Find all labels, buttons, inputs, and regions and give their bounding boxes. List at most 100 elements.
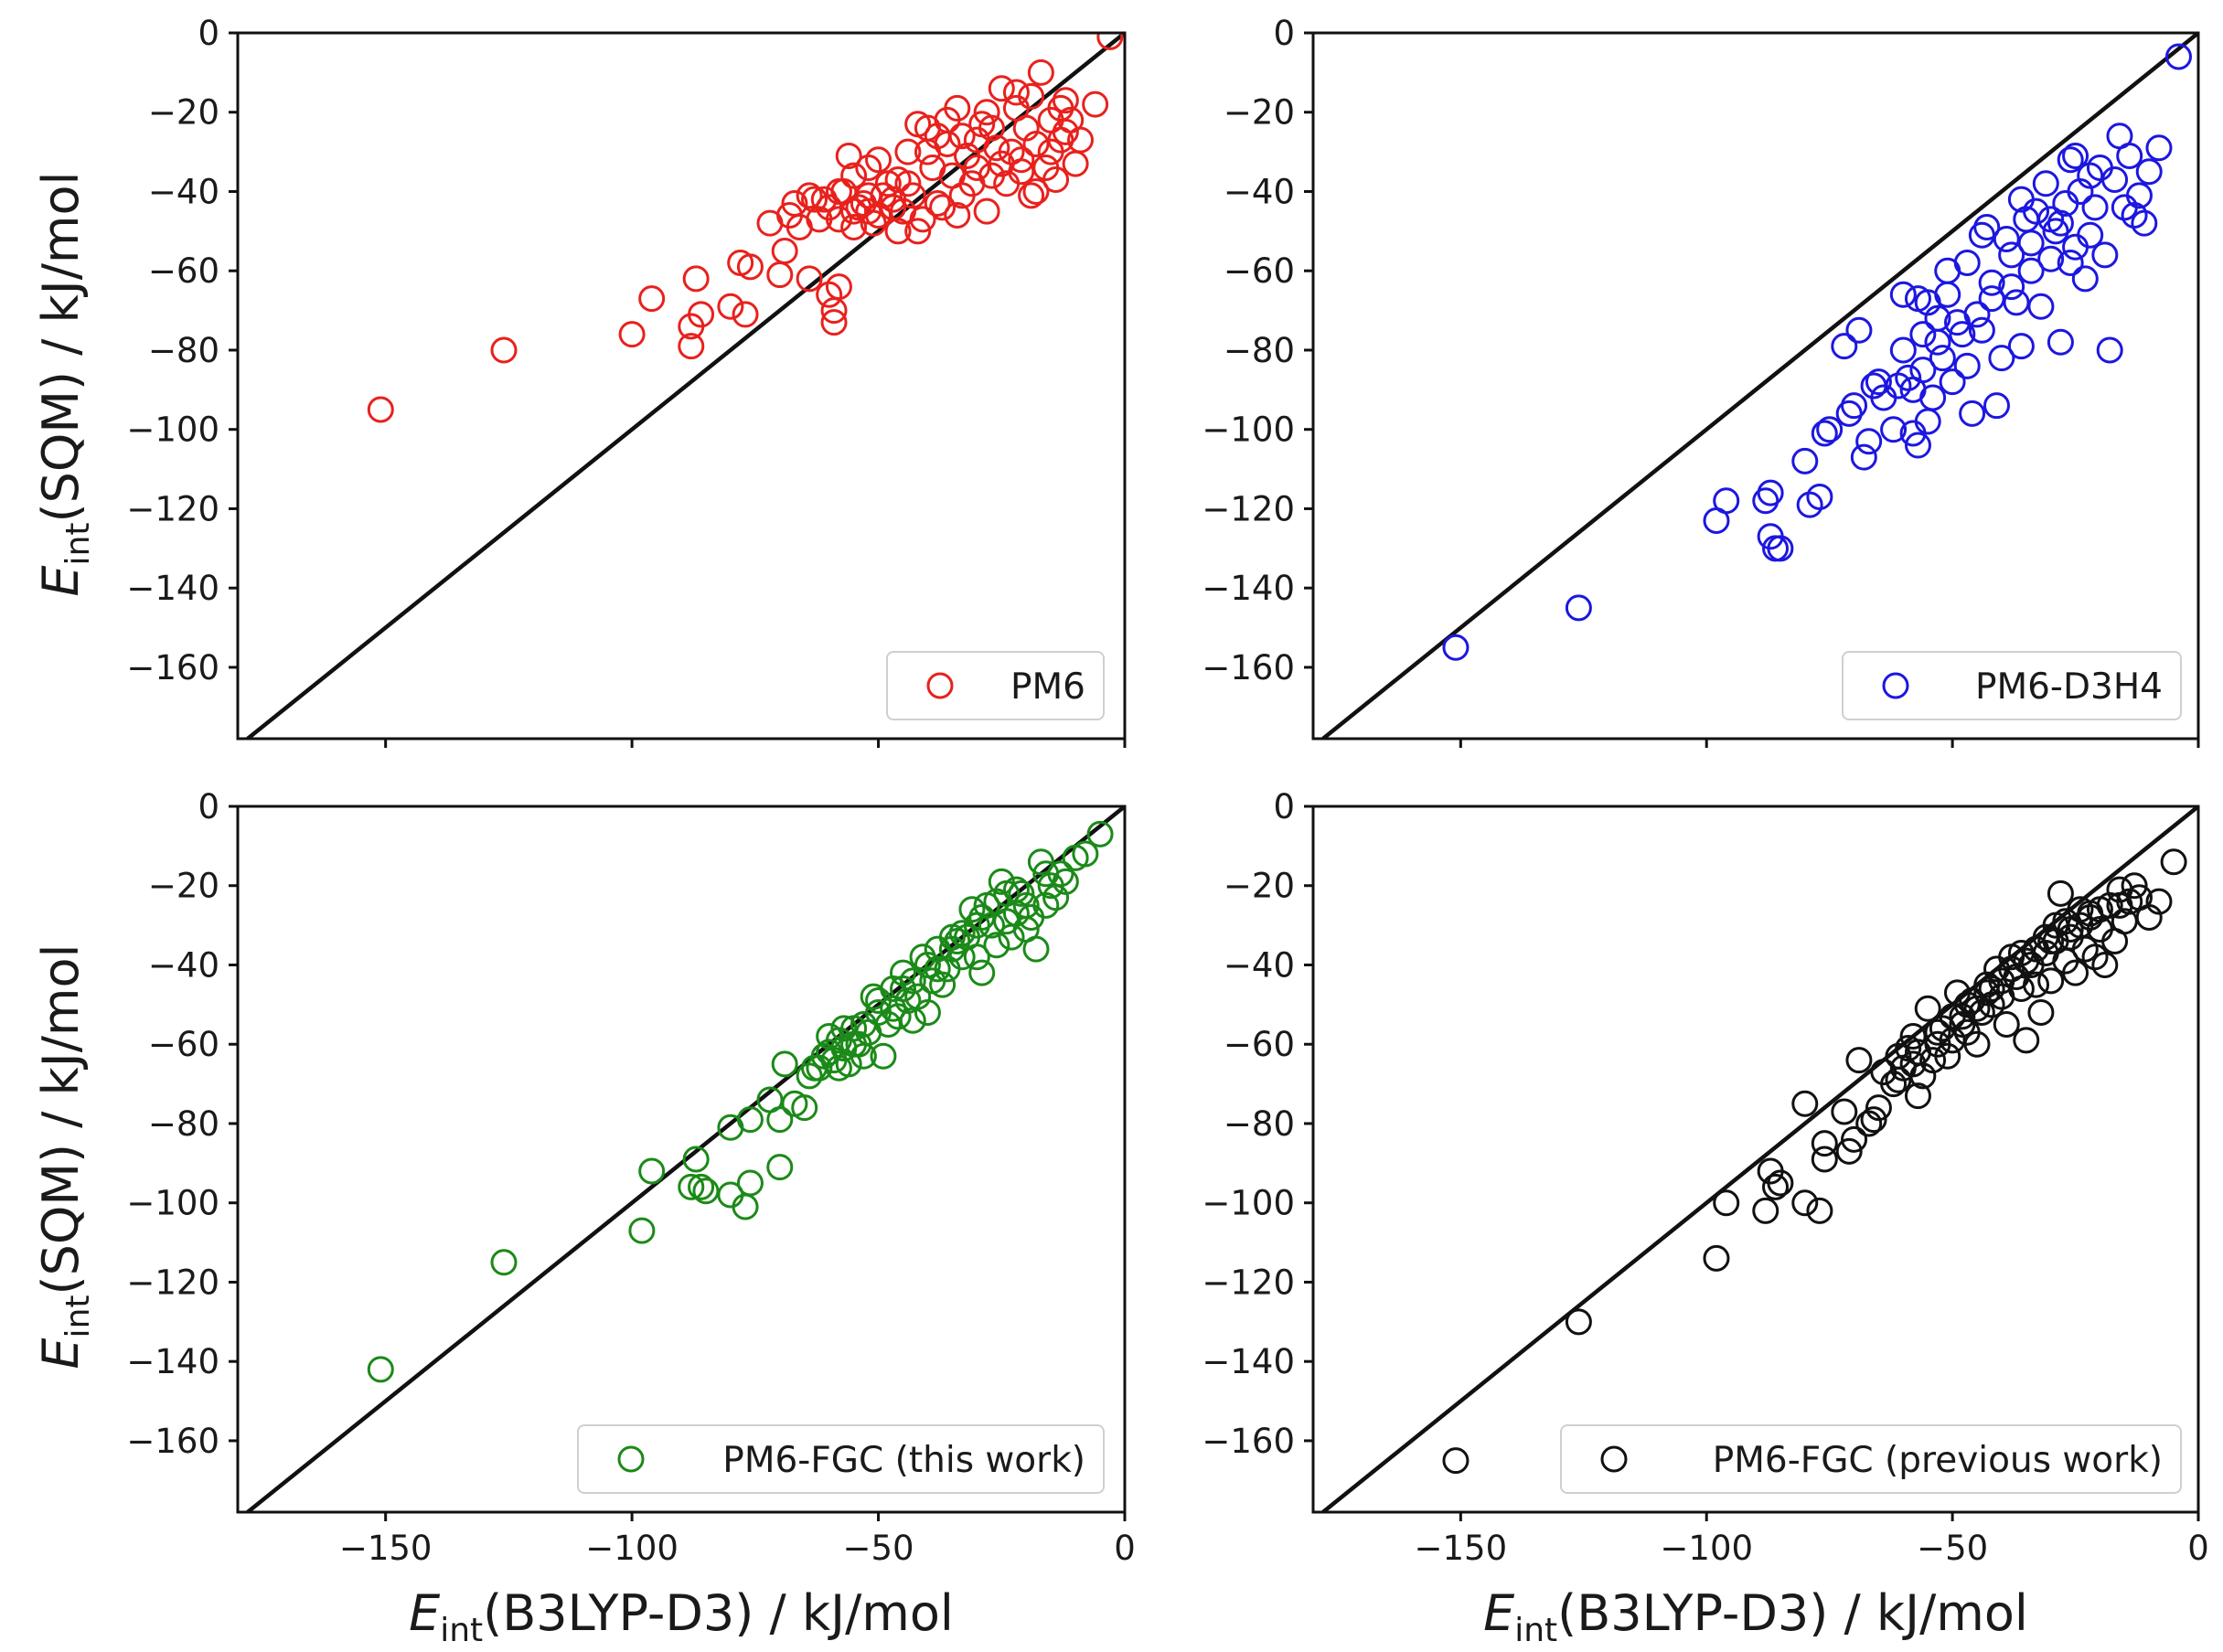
scatter-point — [1811, 420, 1838, 447]
scatter-point — [963, 154, 990, 181]
y-axis-title-subscript: int — [59, 523, 97, 566]
scatter-point — [1762, 1173, 1790, 1200]
y-tick-label: −80 — [148, 331, 219, 370]
y-tick-label: −120 — [126, 489, 219, 528]
panel-4: 0 −20 −40 −60 −80 −100 −120 −140 −160 −150 −100 −50… — [1202, 787, 2208, 1568]
scatter-point — [835, 142, 862, 169]
scatter-point — [766, 1154, 794, 1181]
scatter-point — [796, 182, 823, 209]
scatter-point — [983, 888, 1010, 915]
y-tick-label: −140 — [126, 1342, 219, 1381]
scatter-point — [894, 138, 922, 165]
scatter-points — [1442, 848, 2187, 1475]
scatter-point — [1988, 345, 2015, 372]
scatter-point — [855, 197, 882, 225]
scatter-point — [2096, 336, 2123, 364]
y-tick-label: −60 — [148, 251, 219, 291]
scatter-point — [1767, 1169, 1794, 1197]
scatter-point — [1924, 304, 1951, 332]
scatter-point — [1806, 1197, 1833, 1224]
panel-3: 0 −20 −40 −60 −80 −100 −120 −140 −160 −150 −100 −50… — [126, 787, 1135, 1568]
scatter-point — [1082, 91, 1109, 118]
scatter-point — [2081, 194, 2109, 221]
y-tick-label: −100 — [126, 410, 219, 450]
scatter-points — [367, 820, 1114, 1383]
scatter-point — [914, 951, 941, 978]
scatter-point — [1895, 364, 1922, 391]
panel-1: 0 −20 −40 −60 −80 −100 −120 −140 −160 PM6 — [126, 14, 1127, 748]
scatter-point — [820, 309, 848, 336]
y-tick-label: −40 — [148, 945, 219, 985]
plot-frame — [236, 31, 1127, 741]
y-axis-title-rest: (SQM) / kJ/mol — [32, 171, 90, 522]
scatter-point — [1880, 416, 1908, 443]
scatter-point — [2017, 257, 2045, 284]
scatter-point — [899, 182, 926, 209]
y-tick-label: −100 — [126, 1184, 219, 1223]
legend: PM6 — [886, 651, 1105, 720]
scatter-point — [2077, 162, 2104, 189]
scatter-point — [1953, 250, 1981, 277]
y-tick-label: −20 — [1224, 867, 1295, 906]
x-tick-label: −50 — [843, 1529, 914, 1568]
scatter-point — [1831, 333, 1858, 360]
x-tick-label: 0 — [2187, 1529, 2209, 1568]
scatter-point — [2037, 927, 2065, 954]
scatter-point — [816, 1039, 843, 1066]
y-tick-label: −160 — [1202, 648, 1295, 687]
y-axis-title-subscript: int — [59, 1295, 97, 1338]
y-tick-label: −100 — [1202, 1184, 1295, 1223]
x-axis-title-subscript: int — [1514, 1612, 1557, 1649]
y-axis-title-bottom: Eint(SQM) / kJ/mol — [32, 943, 97, 1369]
legend: PM6-FGC (previous work) — [1560, 1424, 2182, 1494]
diagonal-line — [1321, 806, 2198, 1512]
scatter-point — [2017, 229, 2045, 257]
scatter-point — [2125, 182, 2153, 209]
legend-box — [1842, 651, 2182, 720]
scatter-points — [367, 33, 1124, 423]
scatter-point — [678, 333, 705, 360]
scatter-point — [914, 999, 941, 1027]
scatter-point — [1703, 1244, 1730, 1272]
scatter-point — [2121, 872, 2148, 900]
y-tick-label: −80 — [1224, 1104, 1295, 1144]
y-axis-title-symbol: E — [32, 565, 90, 597]
scatter-point — [678, 1173, 705, 1200]
scatter-point — [1963, 301, 1991, 328]
scatter-point — [2007, 939, 2035, 966]
scatter-point — [1845, 1047, 1873, 1074]
scatter-point — [1022, 177, 1050, 205]
y-tick-label: −40 — [1224, 945, 1295, 985]
scatter-point — [909, 206, 936, 233]
scatter-point — [830, 1015, 858, 1042]
scatter-point — [890, 959, 916, 986]
scatter-point — [1860, 1106, 1887, 1134]
y-tick-label: −60 — [1224, 251, 1295, 291]
scatter-point — [1845, 316, 1873, 344]
scatter-point — [825, 206, 852, 233]
scatter-point — [1914, 995, 1941, 1022]
y-tick-label: −80 — [1224, 331, 1295, 370]
scatter-point — [840, 162, 868, 189]
scatter-point — [2007, 186, 2035, 213]
scatter-point — [1934, 281, 1961, 308]
scatter-point — [2164, 43, 2192, 70]
scatter-point — [2013, 1027, 2040, 1054]
scatter-point — [1904, 1082, 1931, 1110]
scatter-point — [1806, 483, 1833, 510]
y-tick-label: −120 — [126, 1263, 219, 1302]
legend-marker — [1882, 672, 1909, 699]
y-tick-label: −40 — [1224, 172, 1295, 211]
scatter-point — [1713, 487, 1740, 515]
scatter-point — [791, 1094, 818, 1122]
scatter-point — [766, 261, 794, 289]
scatter-point — [1841, 1125, 1868, 1153]
scatter-point — [1909, 321, 1937, 348]
scatter-point — [988, 75, 1015, 102]
y-tick-label: 0 — [198, 14, 219, 53]
y-tick-label: −140 — [1202, 569, 1295, 608]
scatter-point — [1027, 848, 1054, 876]
y-tick-label: −20 — [1224, 93, 1295, 133]
scatter-point — [732, 1193, 759, 1220]
scatter-point — [1442, 634, 1470, 661]
